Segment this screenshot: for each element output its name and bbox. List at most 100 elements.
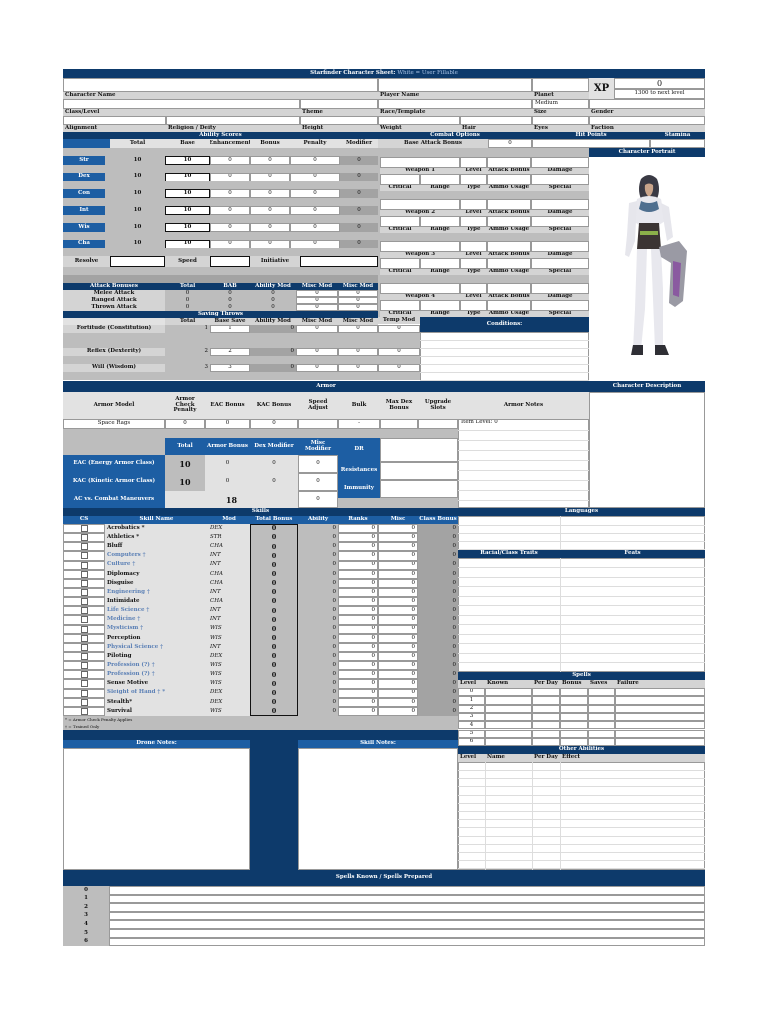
base-attack-bonus-value[interactable]: 0 bbox=[488, 139, 532, 148]
class-skill-checkbox[interactable] bbox=[80, 552, 88, 560]
eyes-input[interactable] bbox=[532, 116, 589, 125]
skill-misc[interactable]: 0 bbox=[378, 615, 418, 625]
spells-known-input[interactable] bbox=[109, 929, 705, 938]
spell-level-input[interactable] bbox=[485, 712, 532, 722]
ability-wis-penalty[interactable]: 0 bbox=[290, 222, 340, 232]
armor-value[interactable] bbox=[298, 419, 338, 429]
hair-input[interactable] bbox=[460, 116, 532, 125]
class-skill-checkbox[interactable] bbox=[80, 671, 88, 679]
eac-misc-modifier[interactable]: 0 bbox=[298, 455, 338, 473]
initiative-input[interactable] bbox=[300, 256, 378, 267]
ability-con-base[interactable]: 10 bbox=[165, 189, 210, 199]
ranged-attack-value[interactable]: 0 bbox=[338, 297, 378, 304]
armor-value[interactable]: 0 bbox=[250, 419, 298, 429]
skill-misc[interactable]: 0 bbox=[378, 606, 418, 616]
hit-points-input[interactable] bbox=[532, 139, 650, 148]
class-skill-checkbox[interactable] bbox=[80, 561, 88, 569]
speed-input[interactable] bbox=[210, 256, 250, 267]
ability-int-penalty[interactable]: 0 bbox=[290, 206, 340, 216]
spell-level-input[interactable] bbox=[588, 688, 615, 697]
height-input[interactable] bbox=[300, 116, 378, 125]
planet-input[interactable] bbox=[532, 78, 589, 92]
skill-ranks[interactable]: 0 bbox=[338, 642, 378, 652]
class-skill-checkbox[interactable] bbox=[80, 653, 88, 661]
weapon-2-input[interactable] bbox=[380, 199, 460, 210]
skill-ranks[interactable]: 0 bbox=[338, 588, 378, 598]
class-skill-checkbox[interactable] bbox=[80, 662, 88, 670]
spell-level-input[interactable] bbox=[485, 737, 532, 747]
skill-misc[interactable]: 0 bbox=[378, 551, 418, 561]
skill-misc[interactable]: 0 bbox=[378, 661, 418, 671]
skill-misc[interactable]: 0 bbox=[378, 542, 418, 552]
ability-int-enh[interactable]: 0 bbox=[210, 206, 250, 216]
save-value[interactable]: 0 bbox=[378, 348, 420, 356]
spell-level-input[interactable] bbox=[560, 737, 588, 747]
class-skill-checkbox[interactable] bbox=[80, 607, 88, 615]
skill-misc[interactable]: 0 bbox=[378, 633, 418, 643]
spell-level-input[interactable] bbox=[615, 729, 705, 738]
skill-misc[interactable]: 0 bbox=[378, 624, 418, 634]
armor-value[interactable]: 0 bbox=[205, 419, 250, 429]
thrown-attack-value[interactable]: 0 bbox=[338, 304, 378, 311]
weapon-1-input[interactable] bbox=[380, 157, 460, 168]
spell-level-input[interactable] bbox=[532, 729, 560, 738]
save-value[interactable]: 1 bbox=[210, 325, 250, 333]
melee-attack-value[interactable]: 0 bbox=[296, 290, 338, 297]
class-skill-checkbox[interactable] bbox=[80, 707, 88, 715]
ability-int-base[interactable]: 10 bbox=[165, 206, 210, 216]
weapon-4-input[interactable] bbox=[487, 283, 531, 294]
weapon-1-detail-input[interactable] bbox=[420, 174, 460, 185]
skill-misc[interactable]: 0 bbox=[378, 697, 418, 707]
class-skill-checkbox[interactable] bbox=[80, 589, 88, 597]
skill-misc[interactable]: 0 bbox=[378, 706, 418, 716]
class-skill-checkbox[interactable] bbox=[80, 543, 88, 551]
ability-str-bonus[interactable]: 0 bbox=[250, 156, 290, 165]
class-skill-checkbox[interactable] bbox=[80, 643, 88, 651]
spell-level-input[interactable] bbox=[588, 704, 615, 713]
weight-input[interactable] bbox=[378, 116, 460, 125]
spell-level-input[interactable] bbox=[588, 712, 615, 722]
weapon-4-detail-input[interactable] bbox=[460, 300, 487, 311]
weapon-3-detail-input[interactable] bbox=[380, 258, 420, 269]
skill-misc[interactable]: 0 bbox=[378, 569, 418, 579]
spells-known-input[interactable] bbox=[109, 920, 705, 929]
weapon-1-detail-input[interactable] bbox=[487, 174, 531, 185]
class-skill-checkbox[interactable] bbox=[80, 616, 88, 624]
spells-known-input[interactable] bbox=[109, 911, 705, 921]
skill-ranks[interactable]: 0 bbox=[338, 688, 378, 698]
skill-ranks[interactable]: 0 bbox=[338, 670, 378, 680]
skill-misc[interactable]: 0 bbox=[378, 560, 418, 570]
save-value[interactable]: 0 bbox=[338, 325, 378, 333]
ability-con-bonus[interactable]: 0 bbox=[250, 189, 290, 199]
weapon-4-input[interactable] bbox=[531, 283, 589, 294]
spell-level-input[interactable] bbox=[615, 688, 705, 697]
spell-level-input[interactable] bbox=[532, 696, 560, 705]
save-value[interactable]: 0 bbox=[296, 325, 338, 333]
skill-ranks[interactable]: 0 bbox=[338, 524, 378, 534]
class-level-input[interactable] bbox=[63, 99, 300, 109]
character-name-input[interactable] bbox=[63, 78, 378, 92]
skill-misc[interactable]: 0 bbox=[378, 588, 418, 598]
immunity-input[interactable] bbox=[380, 480, 458, 498]
skill-misc[interactable]: 0 bbox=[378, 670, 418, 680]
skill-ranks[interactable]: 0 bbox=[338, 551, 378, 561]
class-skill-checkbox[interactable] bbox=[80, 625, 88, 633]
spell-level-input[interactable] bbox=[615, 721, 705, 730]
weapon-4-input[interactable] bbox=[380, 283, 460, 294]
class-skill-checkbox[interactable] bbox=[80, 598, 88, 606]
skill-ranks[interactable]: 0 bbox=[338, 615, 378, 625]
skill-ranks[interactable]: 0 bbox=[338, 578, 378, 588]
skill-ranks[interactable]: 0 bbox=[338, 597, 378, 607]
weapon-1-detail-input[interactable] bbox=[531, 174, 589, 185]
skill-ranks[interactable]: 0 bbox=[338, 624, 378, 634]
theme-input[interactable] bbox=[300, 99, 378, 109]
weapon-1-input[interactable] bbox=[460, 157, 487, 168]
ability-con-enh[interactable]: 0 bbox=[210, 189, 250, 199]
skill-ranks[interactable]: 0 bbox=[338, 633, 378, 643]
class-skill-checkbox[interactable] bbox=[80, 570, 88, 578]
kac-misc-modifier[interactable]: 0 bbox=[298, 473, 338, 491]
weapon-1-detail-input[interactable] bbox=[380, 174, 420, 185]
spell-level-input[interactable] bbox=[588, 721, 615, 730]
save-value[interactable]: 0 bbox=[378, 325, 420, 333]
spells-known-input[interactable] bbox=[109, 937, 705, 947]
